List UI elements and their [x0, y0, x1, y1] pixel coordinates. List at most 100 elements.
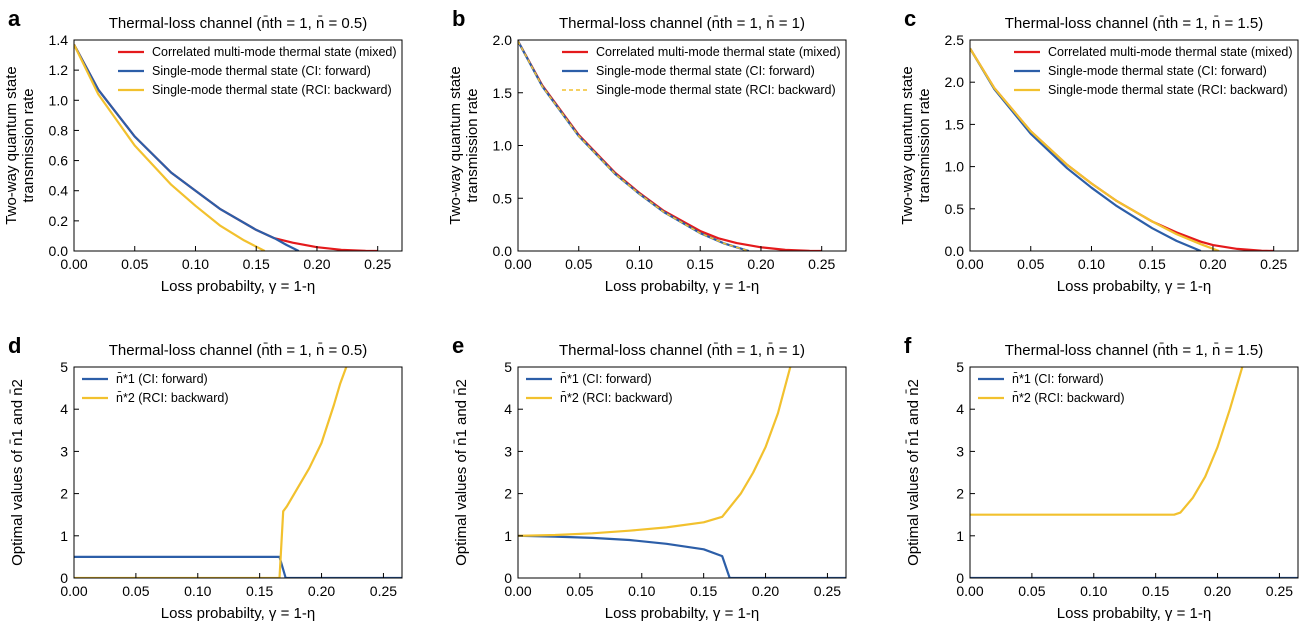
x-tick-label: 0.05 [122, 583, 149, 599]
panel-d: d Thermal-loss channel (n̄th = 1, n̄ = 0.… [8, 333, 403, 622]
panel-title: Thermal-loss channel (n̄th = 1, n̄ = 0.5… [109, 342, 367, 359]
panel-letter: f [904, 333, 912, 358]
series-line-2 [74, 367, 348, 578]
series-line-1 [970, 47, 1274, 251]
x-tick-label: 0.00 [504, 256, 531, 272]
plot-frame [969, 366, 1299, 579]
x-tick-label: 0.15 [1139, 256, 1166, 272]
x-tick-label: 0.00 [60, 256, 87, 272]
x-tick-label: 0.10 [628, 583, 655, 599]
series-line-3 [970, 47, 1220, 251]
y-tick-label: 2 [60, 486, 68, 502]
panel-c: c Thermal-loss channel (n̄th = 1, n̄ = 1.… [899, 6, 1299, 295]
y-tick-label: 1 [956, 528, 964, 544]
panel-b: b Thermal-loss channel (n̄th = 1, n̄ = 1)… [447, 6, 847, 295]
series-line-2 [970, 367, 1244, 516]
x-tick-label: 0.05 [1017, 256, 1044, 272]
series-line-2 [518, 367, 792, 537]
plot-frame [517, 366, 847, 579]
y-tick-label: 3 [956, 443, 964, 459]
x-tick-label: 0.20 [1204, 583, 1231, 599]
x-tick-label: 0.10 [626, 256, 653, 272]
x-tick-label: 0.00 [956, 583, 983, 599]
y-tick-label: 0.5 [493, 190, 513, 206]
legend-label: n̄*2 (RCI: backward) [1012, 391, 1125, 405]
y-axis-label: Optimal values of n̄1 and n̄2 [905, 379, 922, 566]
plot-frame [969, 39, 1299, 252]
panel-title: Thermal-loss channel (n̄th = 1, n̄ = 1) [559, 342, 805, 359]
x-tick-label: 0.25 [364, 256, 391, 272]
y-tick-label: 5 [956, 359, 964, 375]
series-line-1 [518, 534, 846, 578]
y-tick-label: 0.6 [49, 153, 69, 169]
x-tick-label: 0.25 [1266, 583, 1293, 599]
series-line-3 [74, 44, 266, 251]
panel-e: e Thermal-loss channel (n̄th = 1, n̄ = 1)… [452, 333, 847, 622]
x-tick-label: 0.15 [1142, 583, 1169, 599]
legend-label: Correlated multi-mode thermal state (mix… [596, 45, 841, 59]
x-tick-label: 0.20 [1199, 256, 1226, 272]
x-tick-label: 0.10 [184, 583, 211, 599]
y-tick-label: 0.2 [49, 213, 69, 229]
x-tick-label: 0.20 [747, 256, 774, 272]
y-tick-label: 2.5 [945, 32, 965, 48]
y-tick-label: 5 [60, 359, 68, 375]
panel-title: Thermal-loss channel (n̄th = 1, n̄ = 1.5… [1005, 15, 1263, 32]
x-tick-label: 0.15 [246, 583, 273, 599]
legend-label: n̄*2 (RCI: backward) [560, 391, 673, 405]
panel-title: Thermal-loss channel (n̄th = 1, n̄ = 1) [559, 15, 805, 32]
panel-title: Thermal-loss channel (n̄th = 1, n̄ = 1.5… [1005, 342, 1263, 359]
y-axis-label: transmission rate [464, 88, 481, 202]
legend-label: n̄*2 (RCI: backward) [116, 391, 229, 405]
plot-frame [73, 39, 403, 252]
y-tick-label: 0.0 [49, 243, 69, 259]
x-tick-label: 0.20 [303, 256, 330, 272]
x-tick-label: 0.00 [60, 583, 87, 599]
x-tick-label: 0.05 [566, 583, 593, 599]
series-line-2 [74, 43, 300, 251]
legend-label: Single-mode thermal state (RCI: backward… [152, 83, 392, 97]
panel-letter: a [8, 6, 21, 31]
x-axis-label: Loss probabilty, γ = 1-η [161, 605, 315, 622]
y-tick-label: 1.4 [49, 32, 69, 48]
legend-label: Single-mode thermal state (CI: forward) [596, 64, 815, 78]
x-tick-label: 0.15 [687, 256, 714, 272]
y-tick-label: 2.0 [493, 32, 513, 48]
y-tick-label: 4 [504, 401, 512, 417]
y-tick-label: 5 [504, 359, 512, 375]
y-axis-label: Optimal values of n̄1 and n̄2 [9, 379, 26, 566]
panel-letter: b [452, 6, 465, 31]
y-tick-label: 0.4 [49, 183, 69, 199]
y-tick-label: 1.2 [49, 62, 69, 78]
x-tick-label: 0.10 [182, 256, 209, 272]
legend-label: Correlated multi-mode thermal state (mix… [1048, 45, 1293, 59]
y-tick-label: 1 [504, 528, 512, 544]
legend-label: n̄*1 (CI: forward) [116, 372, 208, 386]
y-tick-label: 1.0 [49, 92, 69, 108]
x-axis-label: Loss probabilty, γ = 1-η [161, 278, 315, 295]
series-line-3 [518, 40, 750, 251]
x-tick-label: 0.00 [504, 583, 531, 599]
panel-a: a Thermal-loss channel (n̄th = 1, n̄ = 0.… [3, 6, 403, 295]
x-axis-label: Loss probabilty, γ = 1-η [1057, 278, 1211, 295]
y-axis-label: Two-way quantum state [3, 66, 20, 224]
legend-label: Single-mode thermal state (CI: forward) [152, 64, 371, 78]
x-tick-label: 0.15 [243, 256, 270, 272]
y-tick-label: 3 [504, 443, 512, 459]
x-tick-label: 0.15 [690, 583, 717, 599]
y-tick-label: 0 [956, 570, 964, 586]
y-tick-label: 0.8 [49, 122, 69, 138]
legend-label: n̄*1 (CI: forward) [1012, 372, 1104, 386]
panel-title: Thermal-loss channel (n̄th = 1, n̄ = 0.5… [109, 15, 367, 32]
x-tick-label: 0.25 [1260, 256, 1287, 272]
y-tick-label: 1.5 [493, 85, 513, 101]
x-tick-label: 0.25 [814, 583, 841, 599]
y-tick-label: 0.5 [945, 201, 965, 217]
legend-label: Single-mode thermal state (CI: forward) [1048, 64, 1267, 78]
panel-f: f Thermal-loss channel (n̄th = 1, n̄ = 1.… [904, 333, 1299, 622]
x-tick-label: 0.20 [752, 583, 779, 599]
y-tick-label: 2.0 [945, 74, 965, 90]
y-axis-label: transmission rate [20, 88, 37, 202]
y-axis-label: Optimal values of n̄1 and n̄2 [453, 379, 470, 566]
